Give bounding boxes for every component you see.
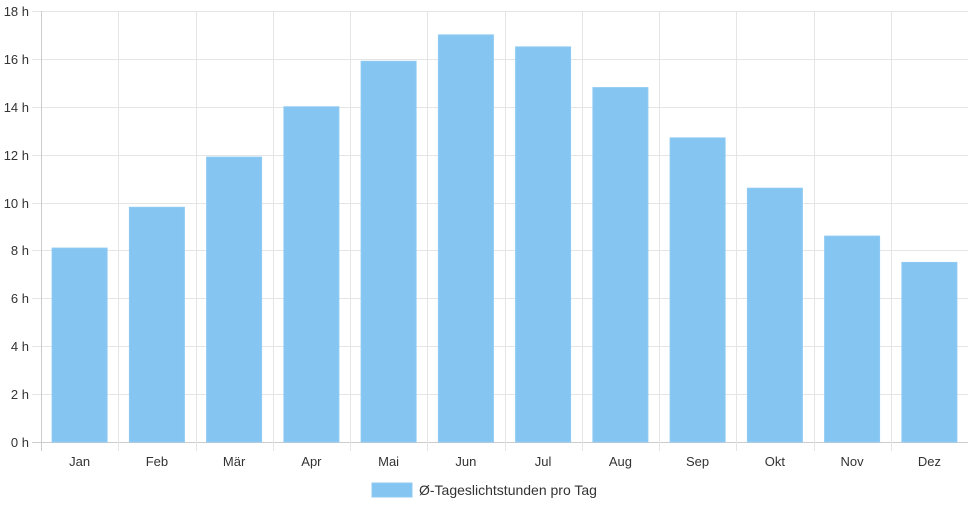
x-tick-label: Feb	[146, 454, 168, 469]
y-tick-label: 8 h	[11, 243, 29, 258]
x-tick-label: Jul	[535, 454, 552, 469]
x-tick-label: Jan	[69, 454, 90, 469]
x-tick-label: Jun	[455, 454, 476, 469]
x-tick-label: Okt	[765, 454, 786, 469]
bar-aug[interactable]	[592, 87, 649, 443]
x-tick-label: Mär	[223, 454, 246, 469]
bar-jun[interactable]	[437, 34, 494, 443]
x-tick-label: Apr	[301, 454, 322, 469]
x-tick-label: Dez	[918, 454, 941, 469]
bar-mär[interactable]	[206, 156, 263, 443]
x-tick-label: Mai	[378, 454, 399, 469]
bars	[51, 34, 958, 443]
y-tick-label: 2 h	[11, 387, 29, 402]
y-tick-label: 4 h	[11, 339, 29, 354]
x-tick-label: Nov	[841, 454, 865, 469]
y-tick-label: 10 h	[4, 196, 29, 211]
bar-sep[interactable]	[669, 137, 726, 443]
legend-label: Ø-Tageslichtstunden pro Tag	[419, 482, 597, 498]
y-tick-label: 0 h	[11, 435, 29, 450]
bar-nov[interactable]	[824, 235, 881, 443]
legend-swatch	[371, 482, 413, 498]
y-tick-label: 6 h	[11, 291, 29, 306]
y-tick-label: 14 h	[4, 100, 29, 115]
x-tick-label: Aug	[609, 454, 632, 469]
bar-mai[interactable]	[360, 60, 417, 443]
legend[interactable]: Ø-Tageslichtstunden pro Tag	[371, 482, 597, 498]
bar-dez[interactable]	[901, 261, 958, 443]
bar-jul[interactable]	[515, 46, 572, 443]
y-tick-label: 12 h	[4, 148, 29, 163]
y-tick-label: 16 h	[4, 52, 29, 67]
axes: 0 h 2 h 4 h 6 h 8 h 10 h 12 h 14 h 16 h 18 h Jan Fe…	[4, 4, 941, 469]
bar-feb[interactable]	[128, 206, 185, 443]
bar-okt[interactable]	[746, 187, 803, 443]
bar-apr[interactable]	[283, 106, 340, 443]
y-tick-label: 18 h	[4, 4, 29, 19]
bar-jan[interactable]	[51, 247, 108, 443]
x-tick-label: Sep	[686, 454, 709, 469]
grid-lines	[32, 11, 968, 451]
